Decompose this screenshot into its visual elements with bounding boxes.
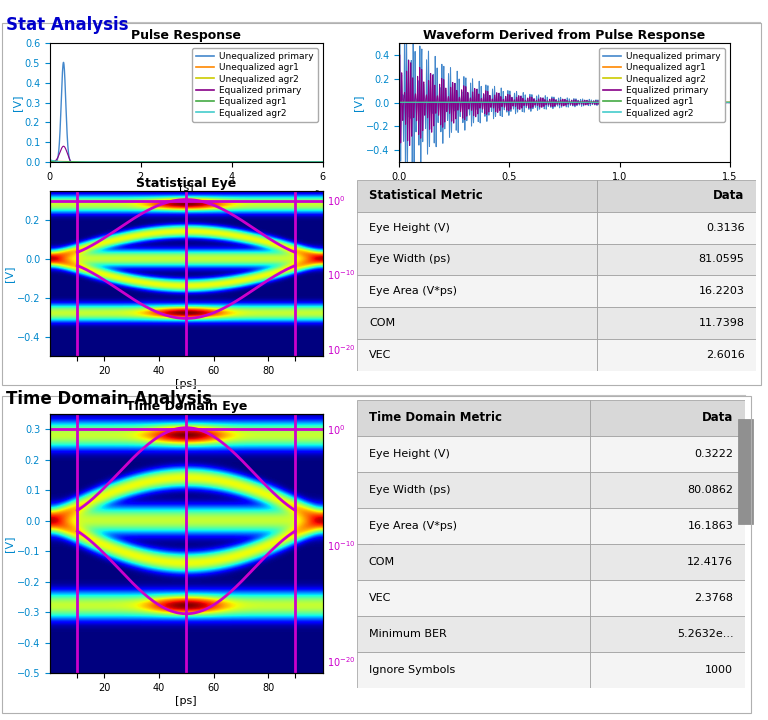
Text: Data: Data	[702, 411, 733, 424]
FancyBboxPatch shape	[590, 580, 745, 616]
Text: Statistical Metric: Statistical Metric	[369, 189, 483, 202]
FancyBboxPatch shape	[597, 180, 756, 212]
Text: Eye Height (V): Eye Height (V)	[369, 449, 449, 459]
Y-axis label: [V]: [V]	[12, 94, 22, 111]
FancyBboxPatch shape	[590, 400, 745, 436]
Text: 16.2203: 16.2203	[699, 287, 744, 297]
FancyBboxPatch shape	[357, 275, 597, 307]
Text: 11.7398: 11.7398	[699, 318, 744, 328]
Text: Time Domain Metric: Time Domain Metric	[369, 411, 502, 424]
Text: 5.2632e...: 5.2632e...	[677, 629, 733, 639]
Text: 80.0862: 80.0862	[687, 485, 733, 495]
FancyBboxPatch shape	[590, 436, 745, 472]
Text: VEC: VEC	[369, 350, 392, 360]
FancyBboxPatch shape	[357, 472, 590, 508]
FancyBboxPatch shape	[357, 180, 597, 212]
FancyBboxPatch shape	[597, 339, 756, 371]
Legend: Unequalized primary, Unequalized agr1, Unequalized agr2, Equalized primary, Equa: Unequalized primary, Unequalized agr1, U…	[192, 48, 318, 122]
Text: Ignore Symbols: Ignore Symbols	[369, 665, 455, 675]
FancyBboxPatch shape	[357, 339, 597, 371]
FancyBboxPatch shape	[357, 307, 597, 339]
Title: Pulse Response: Pulse Response	[131, 29, 241, 42]
X-axis label: [ps]: [ps]	[175, 379, 197, 389]
FancyBboxPatch shape	[590, 652, 745, 688]
Text: VEC: VEC	[369, 593, 391, 603]
Text: Eye Width (ps): Eye Width (ps)	[369, 254, 451, 264]
X-axis label: [s]: [s]	[557, 181, 572, 192]
Text: Time Domain Analysis: Time Domain Analysis	[6, 390, 212, 408]
Text: COM: COM	[369, 557, 395, 567]
Y-axis label: [Probability]: [Probability]	[366, 510, 376, 577]
FancyBboxPatch shape	[590, 472, 745, 508]
FancyBboxPatch shape	[597, 275, 756, 307]
FancyBboxPatch shape	[357, 652, 590, 688]
X-axis label: [s]: [s]	[179, 181, 194, 192]
Text: 16.1863: 16.1863	[687, 521, 733, 531]
Legend: Unequalized primary, Unequalized agr1, Unequalized agr2, Equalized primary, Equa: Unequalized primary, Unequalized agr1, U…	[599, 48, 725, 122]
FancyBboxPatch shape	[357, 616, 590, 652]
FancyBboxPatch shape	[357, 212, 597, 243]
Text: Minimum BER: Minimum BER	[369, 629, 446, 639]
FancyBboxPatch shape	[738, 419, 753, 524]
Text: COM: COM	[369, 318, 396, 328]
FancyBboxPatch shape	[590, 616, 745, 652]
FancyBboxPatch shape	[357, 243, 597, 275]
FancyBboxPatch shape	[357, 508, 590, 544]
Y-axis label: [V]: [V]	[4, 266, 14, 282]
FancyBboxPatch shape	[357, 544, 590, 580]
X-axis label: [ps]: [ps]	[175, 696, 197, 706]
Text: Eye Height (V): Eye Height (V)	[369, 222, 450, 233]
Title: Waveform Derived from Pulse Response: Waveform Derived from Pulse Response	[423, 29, 706, 42]
Text: 0.3222: 0.3222	[694, 449, 733, 459]
Title: Statistical Eye: Statistical Eye	[136, 176, 237, 189]
FancyBboxPatch shape	[597, 243, 756, 275]
FancyBboxPatch shape	[597, 307, 756, 339]
FancyBboxPatch shape	[357, 400, 590, 436]
Text: 2.3768: 2.3768	[694, 593, 733, 603]
Text: $\times10^{-8}$: $\times10^{-8}$	[287, 188, 319, 202]
FancyBboxPatch shape	[357, 436, 590, 472]
FancyBboxPatch shape	[597, 212, 756, 243]
Y-axis label: [Probability]: [Probability]	[366, 240, 376, 307]
Title: Time Domain Eye: Time Domain Eye	[125, 400, 247, 413]
Text: Data: Data	[713, 189, 744, 202]
Text: Eye Area (V*ps): Eye Area (V*ps)	[369, 521, 457, 531]
Text: Stat Analysis: Stat Analysis	[6, 16, 129, 34]
Text: Eye Width (ps): Eye Width (ps)	[369, 485, 450, 495]
FancyBboxPatch shape	[357, 580, 590, 616]
Text: 0.3136: 0.3136	[706, 222, 744, 233]
Text: 2.6016: 2.6016	[706, 350, 744, 360]
FancyBboxPatch shape	[590, 508, 745, 544]
Y-axis label: [V]: [V]	[4, 536, 14, 552]
FancyBboxPatch shape	[590, 544, 745, 580]
Y-axis label: [V]: [V]	[353, 94, 363, 111]
Text: 81.0595: 81.0595	[699, 254, 744, 264]
Text: Eye Area (V*ps): Eye Area (V*ps)	[369, 287, 457, 297]
Text: 1000: 1000	[705, 665, 733, 675]
Text: 12.4176: 12.4176	[687, 557, 733, 567]
Text: $\times10^{-8}$: $\times10^{-8}$	[694, 188, 727, 202]
